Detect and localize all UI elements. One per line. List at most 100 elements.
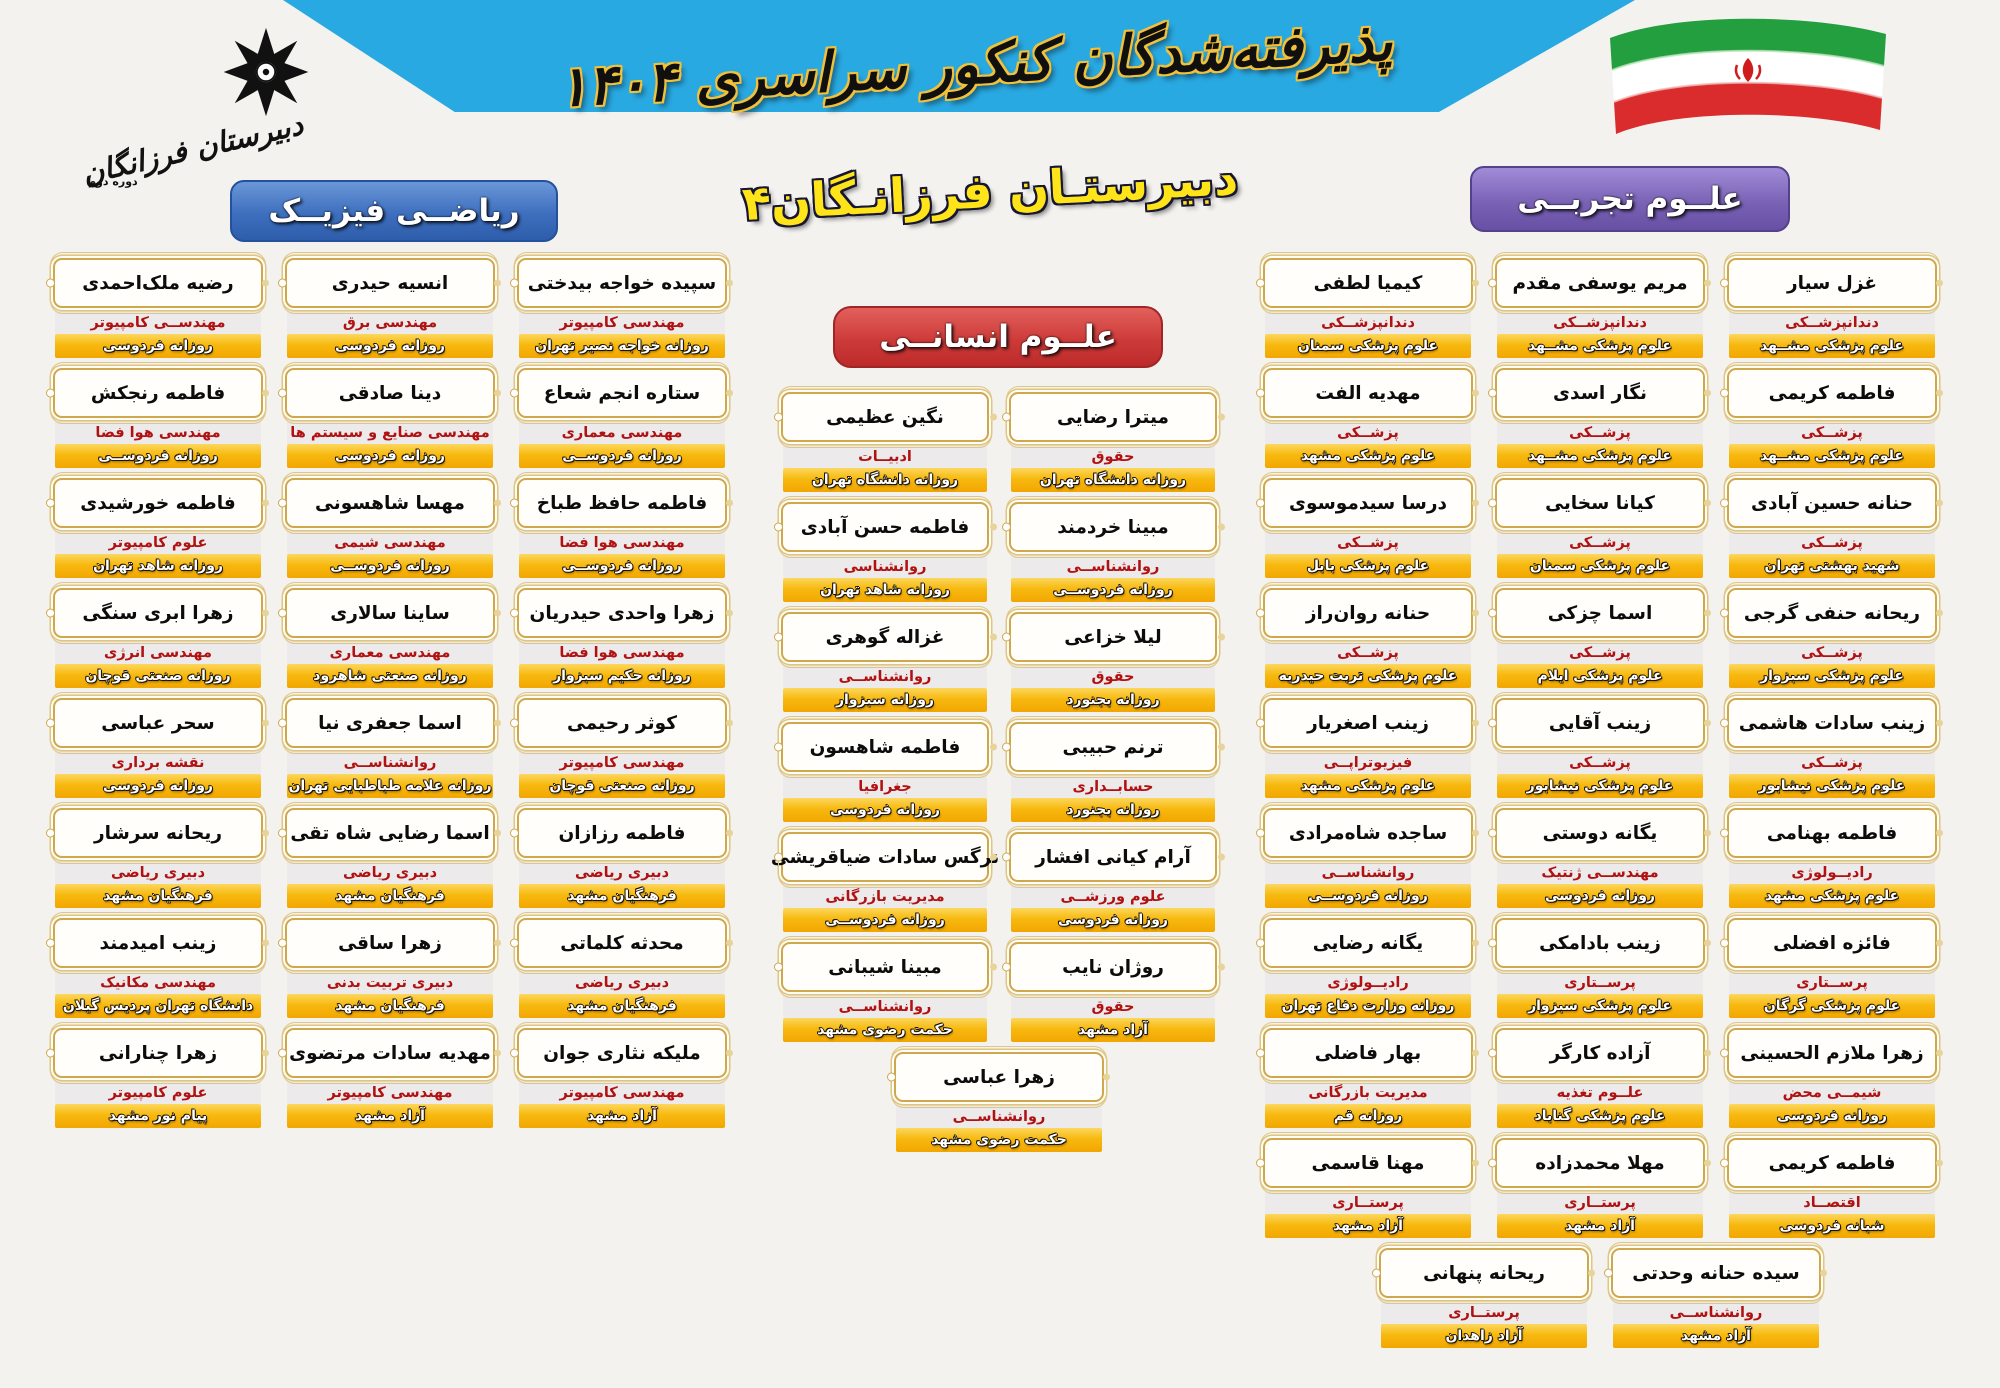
student-major: مهندسی هوا فضا [519, 531, 725, 554]
student-card: ریحانه حنفی گرجی پزشــکی علوم پزشکی سبزوار [1724, 582, 1940, 688]
student-name: حنانه حسین آبادی [1751, 492, 1913, 514]
student-university: علوم پزشکی مشــهد [1729, 444, 1935, 468]
student-university: روزانه فردوسی [783, 798, 987, 822]
student-university: فرهنگیان مشهد [519, 884, 725, 908]
student-name-frame: فاطمه حافظ طباخ [514, 472, 730, 534]
student-major: پرستــاری [1381, 1301, 1587, 1324]
student-major: مهندســی کامپیوتر [55, 311, 261, 334]
student-name-frame: نگار اسدی [1492, 362, 1708, 424]
student-name: اسما جعفری نیا [318, 712, 462, 734]
student-name-frame: فاطمه کریمی [1724, 1132, 1940, 1194]
student-card: نگین عظیمی ادبیــات روزانه دانشگاه تهران [778, 386, 992, 492]
student-card: فاطمه بهنامی رادیــولوژی علوم پزشکی مشهد [1724, 802, 1940, 908]
student-name: زهرا واحدی حیدریان [529, 602, 715, 624]
student-card: یگانه دوستی مهندســی ژنتیک روزانه فردوسی [1492, 802, 1708, 908]
student-name: سپیده خواجه بیدختی [527, 272, 717, 294]
student-university: روزانه فردوسی [1729, 1104, 1935, 1128]
student-card: بهار فاضلی مدیریت بازرگانی روزانه قم [1260, 1022, 1476, 1128]
student-major: علوم ورزشــی [1011, 885, 1215, 908]
student-card: غزل سیار دندانپزشــکی علوم پزشکی مشــهد [1724, 252, 1940, 358]
student-name-frame: زینب سادات هاشمی [1724, 692, 1940, 754]
student-card: زهرا ابری سنگی مهندسی انرژی روزانه صنعتی ق… [50, 582, 266, 688]
student-card: زهرا چنارانی علوم کامپیوتر پیام نور مشهد [50, 1022, 266, 1128]
student-card: اسما چزکی پزشــکی علوم پزشکی ایلام [1492, 582, 1708, 688]
student-major: دندانپزشــکی [1265, 311, 1471, 334]
student-card: کیمیا لطفی دندانپزشــکی علوم پزشکی سمنان [1260, 252, 1476, 358]
student-university: روزانه فردوسی [55, 334, 261, 358]
student-card: فاطمه خورشیدی علوم کامپیوتر روزانه شاهد ته… [50, 472, 266, 578]
student-card: فاطمه کریمی پزشــکی علوم پزشکی مشــهد [1724, 362, 1940, 468]
student-university: آزاد زاهدان [1381, 1324, 1587, 1348]
humanities-section-grid: میترا رضایی حقوق روزانه دانشگاه تهران نگین … [771, 386, 1220, 1042]
student-name-frame: مهدیه الفت [1260, 362, 1476, 424]
student-card: رضیه ملک‌احمدی مهندســی کامپیوتر روزانه فر… [50, 252, 266, 358]
student-card: مبینا شیبانی روانشناســی حکمت رضوی مشهد [778, 936, 992, 1042]
school-logo: دبیرستان فرزانگان دوره دوم [78, 20, 318, 200]
student-card: ترنم حبیبی حسابــداری روزانه بجنورد [1006, 716, 1220, 822]
student-university: روزانه شاهد تهران [783, 578, 987, 602]
student-card: آزاده کارگر علــوم تغذیه علوم پزشکی گناباد [1492, 1022, 1708, 1128]
student-name-frame: فاطمه رزازان [514, 802, 730, 864]
student-university: آزاد مشهد [519, 1104, 725, 1128]
student-name: کیمیا لطفی [1313, 272, 1423, 294]
student-university: فرهنگیان مشهد [519, 994, 725, 1018]
student-name-frame: فاطمه خورشیدی [50, 472, 266, 534]
student-name-frame: سیده حنانه وحدتی [1608, 1242, 1824, 1304]
student-university: روزانه صنعتی قوچان [519, 774, 725, 798]
student-name-frame: سپیده خواجه بیدختی [514, 252, 730, 314]
student-university: علوم پزشکی گرگان [1729, 994, 1935, 1018]
student-name-frame: مهدیه سادات مرتضوی [282, 1022, 498, 1084]
student-name: فاطمه خورشیدی [80, 492, 236, 514]
student-major: روانشناسی [783, 555, 987, 578]
student-university: روزانه علامه طباطبایی تهران [287, 774, 493, 798]
student-name-frame: زهرا ساقی [282, 912, 498, 974]
student-name-frame: زینب اصغریار [1260, 692, 1476, 754]
student-university: روزانه فردوســی [519, 554, 725, 578]
student-card: مریم یوسفی مقدم دندانپزشــکی علوم پزشکی مش… [1492, 252, 1708, 358]
student-name: زینب بادامکی [1539, 932, 1661, 954]
student-name: زینب آقایی [1548, 712, 1652, 734]
student-name: انسیه حیدری [331, 272, 449, 294]
student-name: سیده حنانه وحدتی [1632, 1262, 1800, 1284]
student-card: زینب آقایی پزشــکی علوم پزشکی نیشابور [1492, 692, 1708, 798]
student-university: روزانه سبزوار [783, 688, 987, 712]
student-university: علوم پزشکی سبزوار [1497, 994, 1703, 1018]
student-major: روانشناســی [896, 1105, 1102, 1128]
student-university: روزانه قم [1265, 1104, 1471, 1128]
student-university: روزانه فردوســی [1265, 884, 1471, 908]
student-university: روزانه فردوسی [55, 774, 261, 798]
student-university: علوم پزشکی سمنان [1497, 554, 1703, 578]
student-name-frame: میترا رضایی [1006, 386, 1220, 448]
student-university: روزانه فردوســی [287, 554, 493, 578]
student-name: زینب امیدمند [99, 932, 217, 954]
student-university: روزانه فردوسی [287, 334, 493, 358]
student-name: مهلا محمدزاده [1535, 1152, 1665, 1174]
student-name: زهرا چنارانی [98, 1042, 218, 1064]
student-card: زینب سادات هاشمی پزشــکی علوم پزشکی نیشابو… [1724, 692, 1940, 798]
section-header-experimental: علــوم تجربــی [1470, 166, 1790, 232]
humanities-bottom-row: زهرا عباسی روانشناســی حکمت رضوی مشهد [780, 1046, 1218, 1152]
student-name: نگار اسدی [1553, 382, 1647, 404]
student-card: انسیه حیدری مهندسی برق روزانه فردوسی [282, 252, 498, 358]
student-university: روزانه دانشگاه تهران [1011, 468, 1215, 492]
student-card: ریحانه پنهانی پرستــاری آزاد زاهدان [1376, 1242, 1592, 1348]
student-university: روزانه حکیم سبزوار [519, 664, 725, 688]
student-major: دبیری ریاضی [287, 861, 493, 884]
student-major: روانشناســی [783, 995, 987, 1018]
student-major: مهندسی هوا فضا [519, 641, 725, 664]
student-major: علــوم تغذیه [1497, 1081, 1703, 1104]
student-card: سپیده خواجه بیدختی مهندسی کامپیوتر روزانه … [514, 252, 730, 358]
school-name: دبیرستـان فرزانـگان۴ [740, 150, 1240, 232]
student-name: اسما رضایی شاه تقی [290, 822, 490, 844]
student-name: فاطمه شاهسون [809, 736, 961, 758]
student-card: زهرا ساقی دبیری تربیت بدنی فرهنگیان مشهد [282, 912, 498, 1018]
student-card: مهنا قاسمی پرستــاری آزاد مشهد [1260, 1132, 1476, 1238]
student-major: مهندسی کامپیوتر [519, 311, 725, 334]
student-name: رضیه ملک‌احمدی [82, 272, 234, 294]
student-card: یگانه رضایی رادیــولوژی روزانه وزارت دفاع … [1260, 912, 1476, 1018]
student-name: زینب سادات هاشمی [1738, 712, 1926, 734]
student-major: پزشــکی [1729, 641, 1935, 664]
student-university: فرهنگیان مشهد [287, 884, 493, 908]
student-name: ریحانه سرشار [94, 822, 222, 844]
